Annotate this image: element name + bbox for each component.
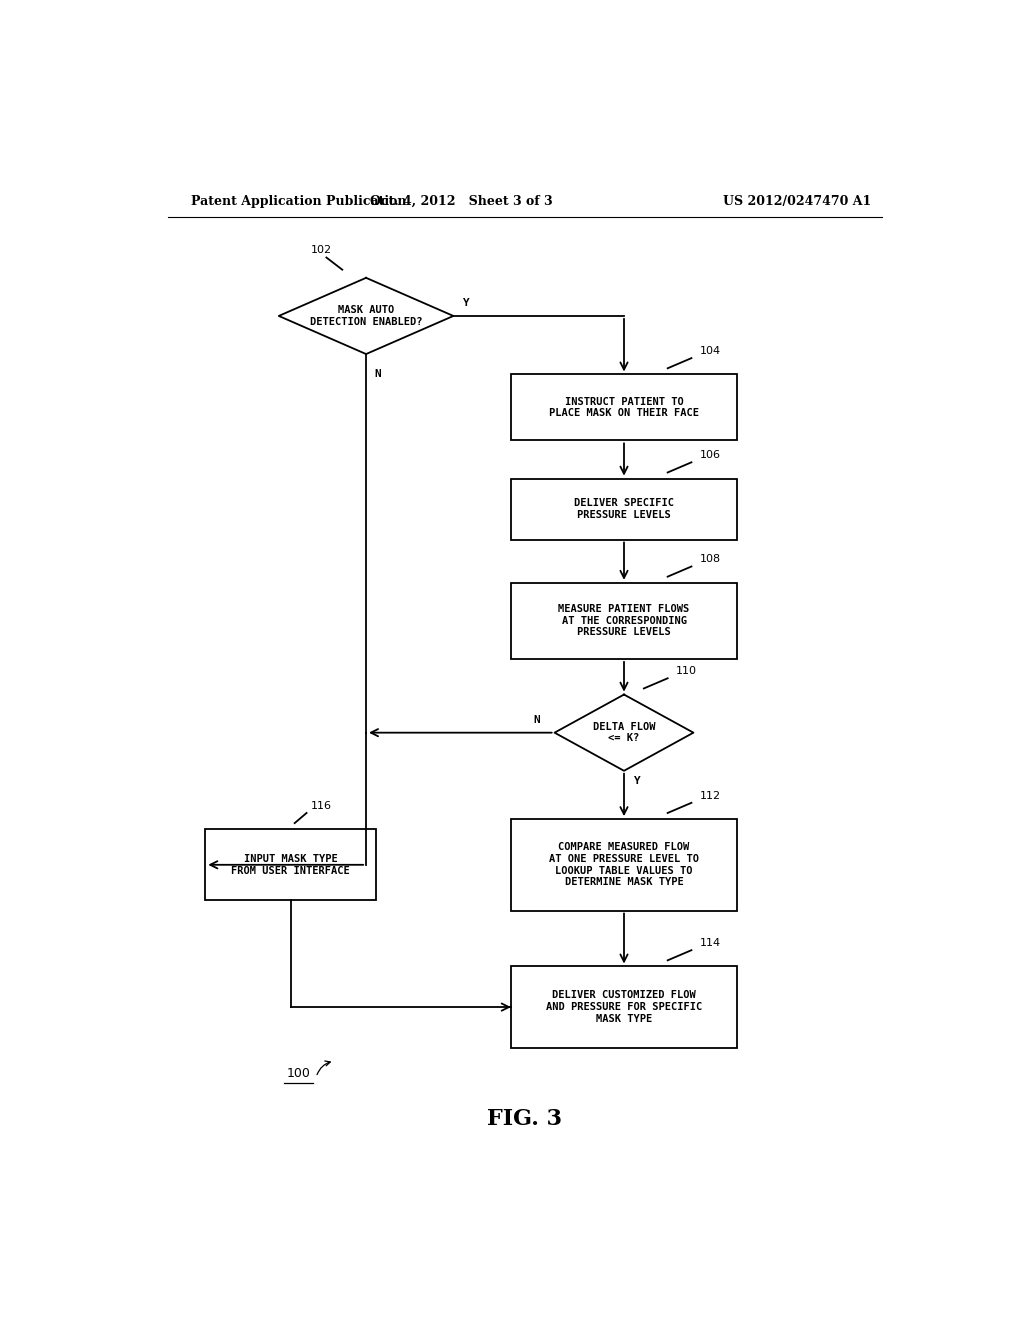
Text: 102: 102 [310,246,332,256]
Text: FIG. 3: FIG. 3 [487,1107,562,1130]
Text: 104: 104 [699,346,721,356]
Text: 106: 106 [699,450,721,461]
Text: N: N [534,714,541,725]
Text: DELTA FLOW
<= K?: DELTA FLOW <= K? [593,722,655,743]
Text: 100: 100 [287,1068,310,1080]
Text: 110: 110 [676,667,696,676]
Text: Oct. 4, 2012   Sheet 3 of 3: Oct. 4, 2012 Sheet 3 of 3 [370,194,553,207]
Text: US 2012/0247470 A1: US 2012/0247470 A1 [723,194,871,207]
FancyBboxPatch shape [511,479,737,540]
Text: Y: Y [463,298,470,308]
FancyBboxPatch shape [511,818,737,911]
Text: N: N [374,370,381,379]
Text: INPUT MASK TYPE
FROM USER INTERFACE: INPUT MASK TYPE FROM USER INTERFACE [231,854,350,875]
FancyBboxPatch shape [511,375,737,441]
FancyBboxPatch shape [511,966,737,1048]
Polygon shape [555,694,693,771]
Text: DELIVER CUSTOMIZED FLOW
AND PRESSURE FOR SPECIFIC
MASK TYPE: DELIVER CUSTOMIZED FLOW AND PRESSURE FOR… [546,990,702,1024]
Text: 108: 108 [699,554,721,565]
Text: COMPARE MEASURED FLOW
AT ONE PRESSURE LEVEL TO
LOOKUP TABLE VALUES TO
DETERMINE : COMPARE MEASURED FLOW AT ONE PRESSURE LE… [549,842,699,887]
Text: DELIVER SPECIFIC
PRESSURE LEVELS: DELIVER SPECIFIC PRESSURE LEVELS [574,498,674,520]
Text: MEASURE PATIENT FLOWS
AT THE CORRESPONDING
PRESSURE LEVELS: MEASURE PATIENT FLOWS AT THE CORRESPONDI… [558,605,689,638]
Text: Patent Application Publication: Patent Application Publication [191,194,407,207]
FancyBboxPatch shape [206,829,376,900]
Text: INSTRUCT PATIENT TO
PLACE MASK ON THEIR FACE: INSTRUCT PATIENT TO PLACE MASK ON THEIR … [549,396,699,418]
Text: Y: Y [634,776,640,785]
Text: 116: 116 [310,801,332,810]
Polygon shape [279,277,454,354]
Text: 114: 114 [699,939,721,948]
Text: 112: 112 [699,791,721,801]
FancyBboxPatch shape [511,582,737,659]
Text: MASK AUTO
DETECTION ENABLED?: MASK AUTO DETECTION ENABLED? [310,305,422,327]
